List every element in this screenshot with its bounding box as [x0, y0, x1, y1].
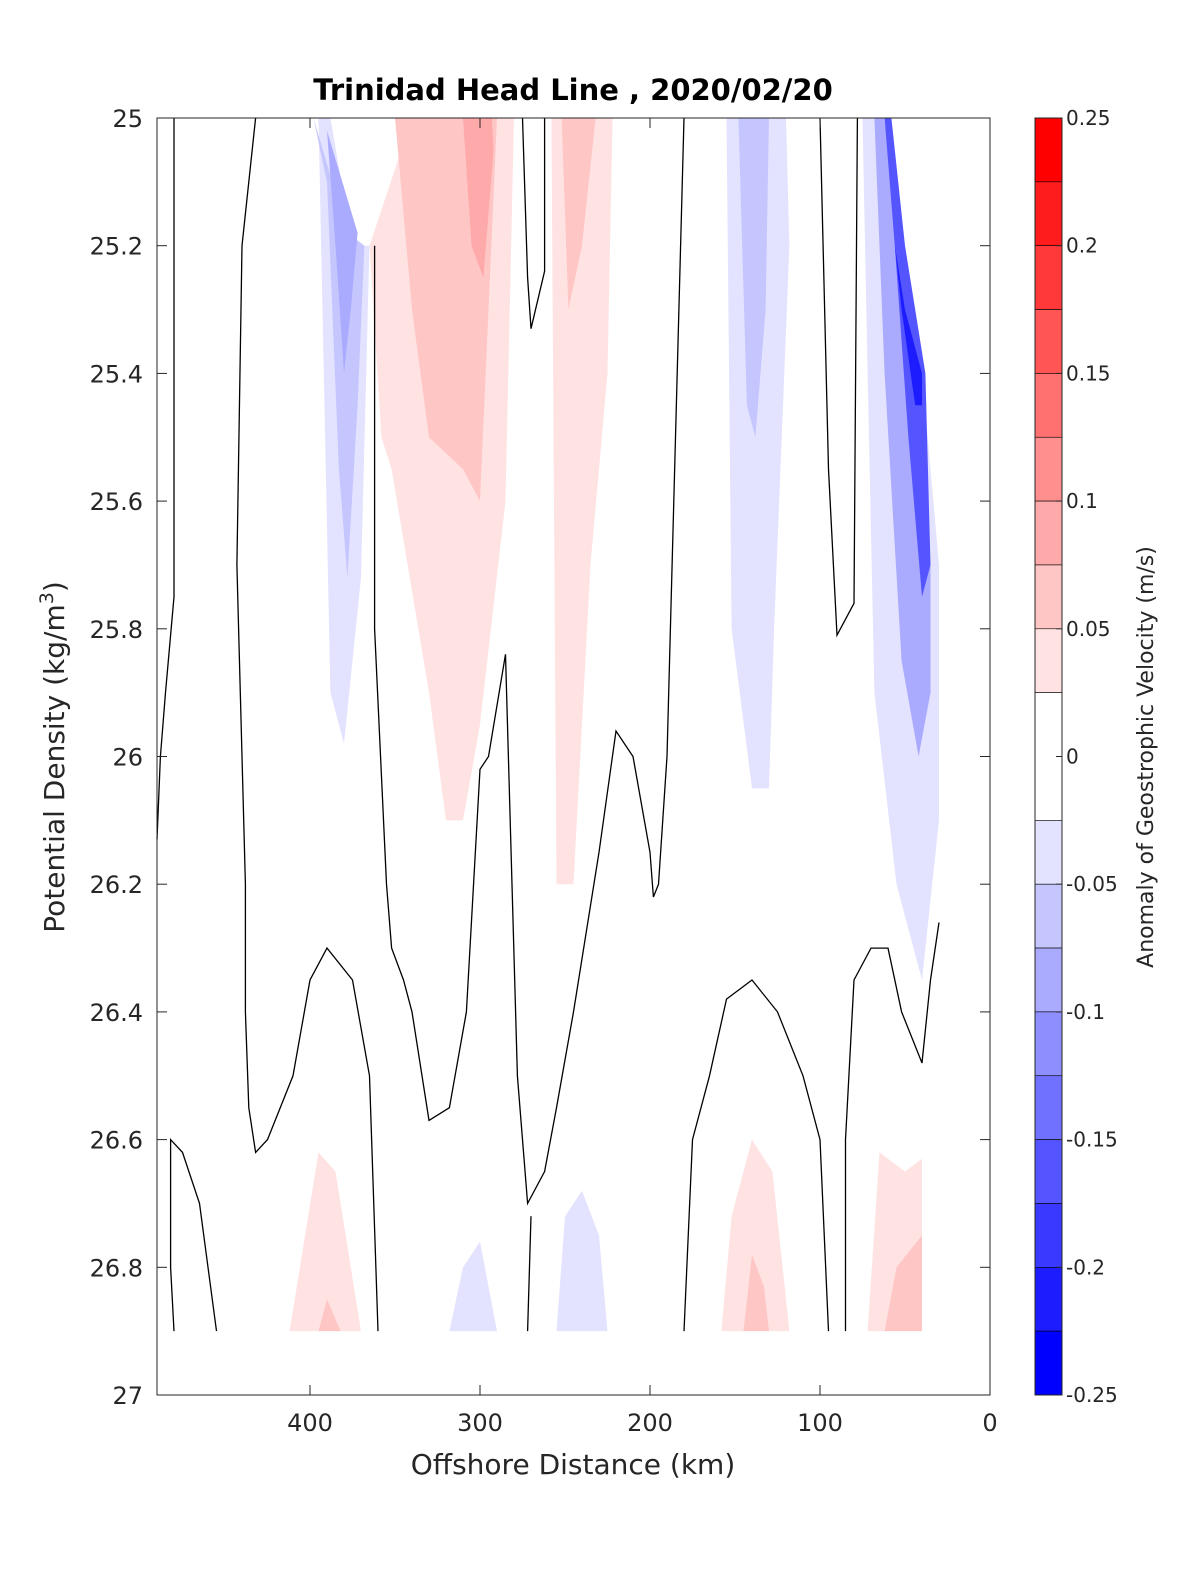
colorbar-tick-label: -0.25: [1066, 1383, 1118, 1407]
colorbar-tick-label: 0.25: [1066, 106, 1111, 130]
y-tick-label: 25.4: [90, 360, 143, 388]
y-tick-label: 25.6: [90, 488, 143, 516]
colorbar-tick-label: 0: [1066, 745, 1079, 769]
colorbar-level: [1034, 500, 1063, 566]
colorbar-title: Anomaly of Geostrophic Velocity (m/s): [1134, 546, 1159, 968]
colorbar-level: [1034, 309, 1063, 374]
contour-480-bottom: [169, 1137, 218, 1332]
y-axis-ticks: 25 25.2 25.4 25.6 25.8 26 26.2 26.4 26.6 26.8 27: [90, 105, 990, 1410]
y-tick-label: 26.2: [90, 871, 143, 899]
colorbar-level: [1034, 117, 1063, 183]
x-tick-label: 100: [797, 1409, 843, 1437]
y-tick-label: 25.2: [90, 233, 143, 261]
y-tick-label: 26.6: [90, 1127, 143, 1155]
y-tick-label: 26.4: [90, 999, 143, 1027]
colorbar-level: [1034, 628, 1063, 693]
region-red-bottom-140: [721, 1139, 790, 1332]
region-blue-core-390-mid: [313, 118, 365, 578]
colorbar-tick-label: 0.05: [1066, 617, 1111, 641]
y-axis-title: Potential Density (kg/m3): [36, 581, 71, 933]
chart-title: Trinidad Head Line , 2020/02/20: [313, 73, 833, 107]
zero-contour-lines: [156, 117, 940, 1332]
region-blue-bottom-240: [556, 1190, 608, 1332]
x-tick-label: 200: [627, 1409, 673, 1437]
y-axis-title-tail: ): [38, 581, 71, 592]
colorbar-tick-label: 0.15: [1066, 361, 1111, 385]
colorbar: 0.25 0.2 0.15 0.1 0.05 0 -0.05 -0.1 -0.15 -0.2 -0.…: [1034, 106, 1118, 1407]
contour-60: [844, 922, 940, 1332]
colorbar-level: [1034, 947, 1063, 1013]
contour-270-bottom: [526, 1216, 532, 1332]
region-red-bottom-50-mid: [884, 1235, 922, 1332]
region-blue-nearshore-mid: [874, 118, 931, 757]
y-tick-label: 25.8: [90, 616, 143, 644]
colorbar-level: [1034, 1203, 1063, 1268]
colorbar-level: [1034, 1011, 1063, 1077]
colorbar-level: [1034, 820, 1063, 885]
colorbar-tick-label: 0.1: [1066, 489, 1098, 513]
region-blue-core-390-inner: [327, 130, 358, 374]
colorbar-level: [1034, 564, 1063, 630]
colorbar-tick-label: -0.1: [1066, 1000, 1105, 1024]
x-axis-title: Offshore Distance (km): [411, 1448, 736, 1481]
colorbar-level: [1034, 1267, 1063, 1332]
y-axis-title-main: Potential Density (kg/m: [38, 604, 71, 933]
colorbar-level: [1034, 883, 1063, 949]
colorbar-level: [1034, 1139, 1063, 1204]
contour-90: [819, 117, 859, 638]
colorbar-level: [1034, 436, 1063, 502]
contour-438: [236, 117, 379, 1332]
region-blue-bottom-300: [449, 1241, 497, 1332]
region-blue-nearshore-inner: [884, 118, 931, 597]
x-tick-label: 400: [287, 1409, 333, 1437]
x-axis-ticks: 400 300 200 100 0: [287, 118, 998, 1437]
colorbar-level: [1034, 1330, 1063, 1396]
y-tick-label: 26.8: [90, 1254, 143, 1282]
colorbar-tick-label: 0.2: [1066, 234, 1098, 258]
region-red-core-240: [551, 118, 613, 885]
colorbar-tick-label: -0.05: [1066, 872, 1118, 896]
region-red-bottom-390: [289, 1152, 361, 1332]
region-red-core-300-inner: [463, 118, 494, 278]
region-red-bottom-140-mid: [743, 1254, 769, 1332]
y-tick-label: 27: [112, 1382, 143, 1410]
contour-270: [521, 117, 546, 329]
colorbar-level: [1034, 245, 1063, 310]
region-red-core-240-mid: [561, 118, 596, 310]
colorbar-tick-label: -0.15: [1066, 1128, 1118, 1152]
colorbar-level: [1034, 181, 1063, 247]
region-red-bottom-390-mid: [318, 1299, 341, 1332]
region-blue-nearshore-core: [894, 245, 922, 406]
contour-362: [373, 117, 685, 1206]
colorbar-level: [1034, 373, 1063, 438]
x-tick-label: 0: [982, 1409, 997, 1437]
x-tick-label: 300: [457, 1409, 503, 1437]
contour-140: [683, 979, 830, 1332]
region-blue-core-140: [726, 118, 790, 789]
colorbar-level: [1034, 1075, 1063, 1140]
colorbar-tick-label: -0.2: [1066, 1255, 1105, 1279]
plot-area: [156, 117, 991, 1396]
y-tick-label: 25: [112, 105, 143, 133]
y-tick-label: 26: [112, 744, 143, 772]
contour-470: [156, 118, 175, 840]
y-axis-title-sup: 3: [36, 592, 58, 604]
filled-contours: [287, 118, 939, 1332]
region-blue-core-140-mid: [738, 118, 769, 438]
